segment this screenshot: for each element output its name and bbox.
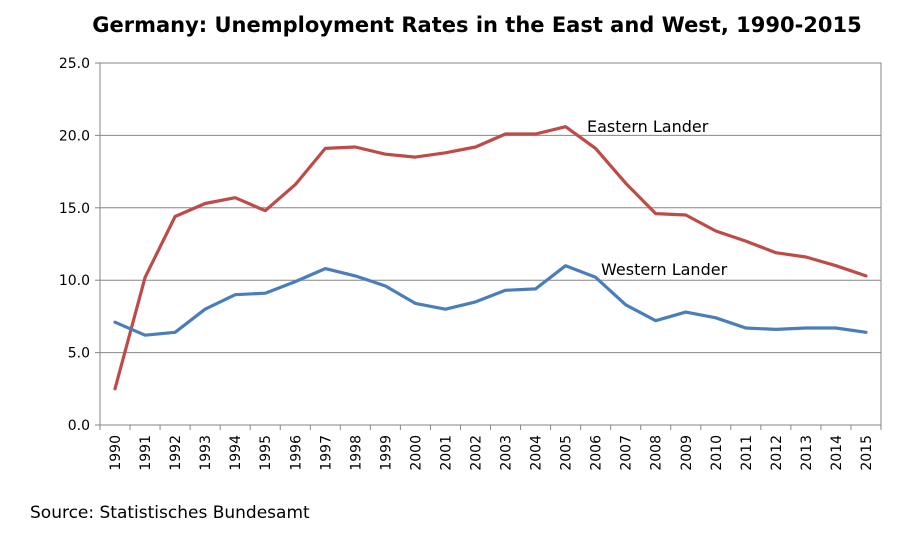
x-tick-label: 2010 — [709, 435, 725, 471]
series-line-western-lander — [113, 264, 868, 337]
x-tick-label: 2001 — [438, 435, 454, 471]
x-tick-label: 2008 — [649, 435, 665, 471]
x-tick-label: 2013 — [799, 435, 815, 471]
x-tick-label: 1993 — [198, 435, 214, 471]
chart-title: Germany: Unemployment Rates in the East … — [92, 13, 862, 37]
y-tick-label: 20.0 — [59, 128, 90, 144]
x-tick-label: 2009 — [679, 435, 695, 471]
x-tick-label: 1998 — [348, 435, 364, 471]
x-tick-label: 2014 — [829, 435, 845, 471]
source-note: Source: Statistisches Bundesamt — [30, 503, 310, 523]
x-tick-label: 2004 — [529, 435, 545, 471]
x-tick-label: 1994 — [228, 435, 244, 471]
series-line-eastern-lander — [113, 125, 868, 391]
x-tick-label: 1991 — [138, 435, 154, 471]
series-labels: Eastern Lander Western Lander — [587, 117, 728, 279]
x-tick-label: 2012 — [769, 435, 785, 471]
y-tick-label: 5.0 — [68, 346, 90, 362]
x-tick-label: 2003 — [499, 435, 515, 471]
series-label-eastern-lander: Eastern Lander — [587, 117, 709, 136]
x-tick-label: 2007 — [619, 435, 635, 471]
x-tick-label: 1997 — [318, 435, 334, 471]
y-tick-label: 15.0 — [59, 201, 90, 217]
plot-area-border — [99, 62, 882, 426]
series-label-western-lander: Western Lander — [601, 260, 728, 279]
gridlines — [100, 62, 881, 354]
y-tick-label: 0.0 — [68, 418, 90, 434]
x-tick-label: 2011 — [739, 435, 755, 471]
y-tick-label: 25.0 — [59, 56, 90, 72]
series-lines — [113, 125, 868, 391]
x-tick-label: 2002 — [468, 435, 484, 471]
x-tick-labels: 1990 1991 1992 1993 1994 1995 1996 1997 1998 1999… — [108, 435, 875, 471]
x-tick-label: 2015 — [859, 435, 875, 471]
y-tick-label: 10.0 — [59, 273, 90, 289]
x-tick-label: 2000 — [408, 435, 424, 471]
x-tick-label: 2006 — [589, 435, 605, 471]
x-tick-label: 1990 — [108, 435, 124, 471]
x-tick-label: 2005 — [559, 435, 575, 471]
x-tick-label: 1999 — [378, 435, 394, 471]
x-tick-label: 1992 — [168, 435, 184, 471]
x-tick-label: 1996 — [288, 435, 304, 471]
y-tick-labels: 0.0 5.0 10.0 15.0 20.0 25.0 — [59, 56, 90, 434]
axes — [95, 62, 882, 430]
x-tick-label: 1995 — [258, 435, 274, 471]
